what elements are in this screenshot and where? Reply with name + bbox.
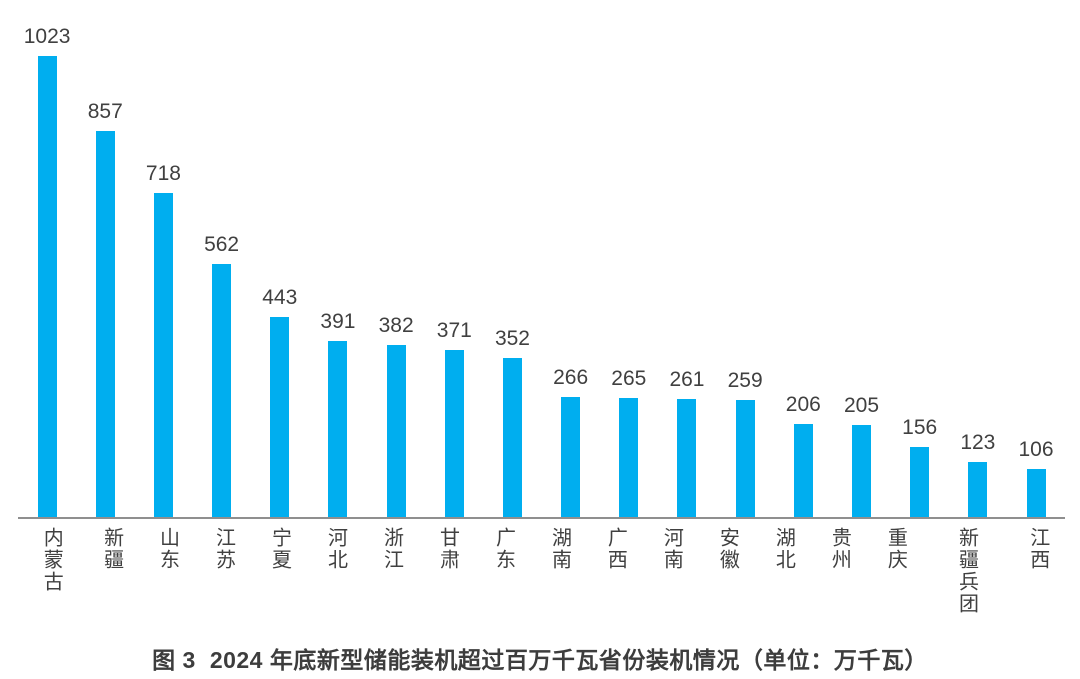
- x-axis-label: 河北: [324, 527, 347, 571]
- x-axis-label: 甘肃: [436, 527, 459, 571]
- x-axis-label: 贵州: [828, 527, 851, 571]
- bar-column: 259: [716, 17, 774, 517]
- x-axis-label: 湖南: [548, 527, 571, 571]
- x-axis-label-cell: 河北: [307, 527, 363, 571]
- x-axis-label: 新疆: [100, 527, 123, 571]
- x-axis-label: 内蒙古: [40, 527, 63, 593]
- bar-value-label: 265: [611, 367, 647, 390]
- bar-value-label: 391: [320, 310, 356, 333]
- bar: [1026, 469, 1046, 517]
- x-axis-label-cell: 广西: [587, 527, 643, 571]
- bar-value-label: 371: [436, 319, 472, 342]
- bar-column: 205: [832, 17, 890, 517]
- bar: [619, 398, 639, 517]
- x-axis-label: 湖北: [772, 527, 795, 571]
- x-axis-label-cell: 贵州: [811, 527, 867, 571]
- bar-value-label: 206: [785, 393, 821, 416]
- bar-column: 718: [134, 17, 192, 517]
- x-axis-label: 安徽: [716, 527, 739, 571]
- x-axis-label-cell: 重庆: [867, 527, 923, 571]
- x-axis-label: 广西: [604, 527, 627, 571]
- x-axis-label-cell: 江西: [1009, 527, 1065, 571]
- bar: [502, 358, 522, 517]
- x-axis-labels: 内蒙古 新疆 山东 江苏 宁夏 河北 浙江 甘肃 广东 湖南 广西 河南 安徽 湖北 贵州 重庆 新疆兵团 江西: [18, 527, 1065, 637]
- bar-value-label: 261: [669, 368, 705, 391]
- x-axis-line: [18, 517, 1065, 519]
- x-axis-label-cell: 湖北: [755, 527, 811, 571]
- bar: [561, 397, 581, 517]
- x-axis-label-cell: 江苏: [195, 527, 251, 571]
- x-axis-label-cell: 河南: [643, 527, 699, 571]
- x-axis-label-cell: 山东: [139, 527, 195, 571]
- bar-column: 391: [309, 17, 367, 517]
- bar: [386, 345, 406, 517]
- bar: [444, 350, 464, 517]
- bar-value-label: 123: [960, 431, 996, 454]
- bar-column: 156: [891, 17, 949, 517]
- bar: [328, 341, 348, 517]
- bar-column: 206: [774, 17, 832, 517]
- bar: [677, 399, 697, 517]
- bar-column: 562: [193, 17, 251, 517]
- bar-column: 123: [949, 17, 1007, 517]
- bar: [735, 400, 755, 517]
- x-axis-label-cell: 新疆兵团: [923, 527, 1009, 615]
- bar-value-label: 266: [553, 366, 589, 389]
- bar: [851, 425, 871, 517]
- bar-value-label: 857: [87, 100, 123, 123]
- bar-column: 265: [600, 17, 658, 517]
- bar-value-label: 156: [902, 416, 938, 439]
- bar: [153, 193, 173, 517]
- figure-title-text: 2024 年底新型储能装机超过百万千瓦省份装机情况（单位：万千瓦）: [209, 647, 928, 673]
- bar: [910, 447, 930, 517]
- x-axis-label: 江苏: [212, 527, 235, 571]
- bar-column: 443: [251, 17, 309, 517]
- x-axis-label: 广东: [492, 527, 515, 571]
- bar-value-label: 443: [262, 286, 298, 309]
- x-axis-label: 山东: [156, 527, 179, 571]
- bar-value-label: 1023: [23, 25, 71, 48]
- chart-caption: 图 3 2024 年底新型储能装机超过百万千瓦省份装机情况（单位：万千瓦）: [0, 641, 1080, 675]
- bar-value-label: 718: [145, 162, 181, 185]
- bar: [212, 264, 232, 517]
- x-axis-label: 宁夏: [268, 527, 291, 571]
- x-axis-label-cell: 内蒙古: [18, 527, 83, 593]
- bar-column: 352: [483, 17, 541, 517]
- plot-area: 1023 857 718 562 443 391 382 371 352 266 265 261 259…: [18, 17, 1065, 517]
- bar-value-label: 205: [843, 394, 880, 417]
- x-axis-label-cell: 湖南: [531, 527, 587, 571]
- bar: [793, 424, 813, 517]
- x-axis-label: 浙江: [380, 527, 403, 571]
- bar-value-label: 382: [378, 314, 414, 337]
- bar-value-label: 106: [1018, 438, 1054, 461]
- report-figure-page: 1023 857 718 562 443 391 382 371 352 266 265 261 259…: [0, 17, 1080, 679]
- x-axis-label-cell: 广东: [475, 527, 531, 571]
- bar-column: 261: [658, 17, 716, 517]
- bar-column: 1023: [18, 17, 76, 517]
- bar-column: 106: [1007, 17, 1065, 517]
- bar-column: 382: [367, 17, 425, 517]
- x-axis-label: 重庆: [884, 527, 907, 571]
- x-axis-label-cell: 浙江: [363, 527, 419, 571]
- x-axis-label-cell: 甘肃: [419, 527, 475, 571]
- x-axis-label: 江西: [1026, 527, 1049, 571]
- x-axis-label-cell: 新疆: [83, 527, 139, 571]
- bar-column: 857: [76, 17, 134, 517]
- bar: [968, 462, 988, 517]
- bar-column: 266: [542, 17, 600, 517]
- bar-chart: 1023 857 718 562 443 391 382 371 352 266 265 261 259…: [18, 17, 1065, 637]
- x-axis-label: 新疆兵团: [955, 527, 978, 615]
- bar-value-label: 562: [204, 233, 240, 256]
- bar-value-label: 259: [727, 369, 763, 392]
- x-axis-label-cell: 安徽: [699, 527, 755, 571]
- bar: [37, 56, 57, 517]
- bar: [95, 131, 115, 517]
- bar: [270, 317, 290, 517]
- figure-number-label: 图 3: [152, 647, 196, 673]
- bar-column: 371: [425, 17, 483, 517]
- bar-value-label: 352: [494, 327, 530, 350]
- x-axis-label-cell: 宁夏: [251, 527, 307, 571]
- x-axis-label: 河南: [660, 527, 683, 571]
